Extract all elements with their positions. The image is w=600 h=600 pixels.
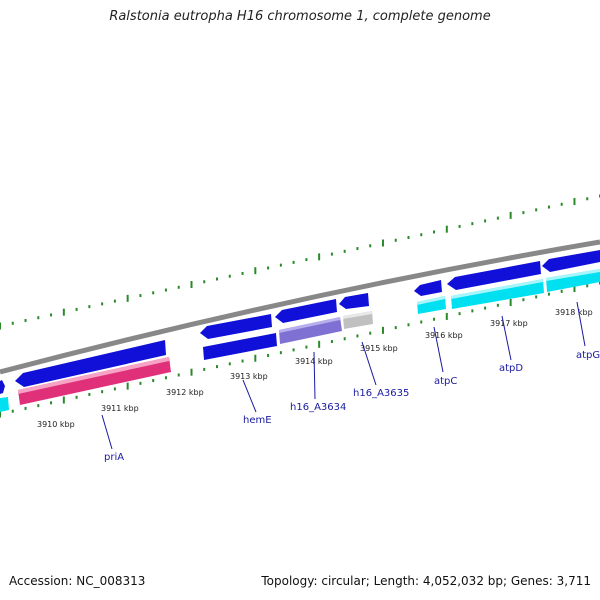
cds-arrow[interactable] bbox=[339, 293, 369, 309]
gene-leader-lines bbox=[101, 301, 586, 450]
gene-label-h16-a3634[interactable]: h16_A3634 bbox=[290, 402, 346, 413]
tick-label: 3913 kbp bbox=[230, 372, 268, 381]
feature-block[interactable] bbox=[417, 296, 445, 305]
tick-label: 3910 kbp bbox=[37, 420, 75, 429]
cds-arrow[interactable] bbox=[0, 380, 5, 394]
tick-label: 3911 kbp bbox=[101, 404, 139, 413]
feature-block[interactable] bbox=[203, 333, 277, 360]
chromosome-backbone bbox=[0, 239, 600, 375]
cds-arrow[interactable] bbox=[447, 261, 541, 290]
map-title: Ralstonia eutropha H16 chromosome 1, com… bbox=[109, 9, 491, 24]
gene-label-heme[interactable]: hemE bbox=[243, 415, 272, 426]
tick-label: 3915 kbp bbox=[360, 344, 398, 353]
gene-label-atpc[interactable]: atpC bbox=[434, 376, 457, 387]
gene-label-pria[interactable]: priA bbox=[104, 452, 124, 463]
cds-arrow[interactable] bbox=[15, 340, 166, 387]
gene-label-h16-a3635[interactable]: h16_A3635 bbox=[353, 388, 409, 399]
cds-arrow[interactable] bbox=[414, 280, 442, 296]
tick-label: 3918 kbp bbox=[555, 308, 593, 317]
tick-label: 3917 kbp bbox=[490, 319, 528, 328]
feature-block[interactable] bbox=[343, 311, 372, 319]
accession-text: Accession: NC_008313 bbox=[9, 574, 146, 588]
outer-tick-row bbox=[0, 194, 600, 330]
feature-block[interactable] bbox=[18, 357, 171, 405]
feature-block[interactable] bbox=[451, 279, 543, 299]
feature-block[interactable] bbox=[279, 317, 340, 333]
gene-label-atpg[interactable]: atpG bbox=[576, 350, 600, 361]
gene-label-atpd[interactable]: atpD bbox=[499, 363, 523, 374]
gene-labels: priA hemE h16_A3634 h16_A3635 atpC atpD … bbox=[104, 350, 600, 463]
second-strand-features bbox=[0, 269, 600, 412]
cds-arrow[interactable] bbox=[200, 314, 272, 339]
forward-strand-features bbox=[0, 250, 600, 394]
cds-arrow[interactable] bbox=[275, 299, 337, 323]
cds-arrow[interactable] bbox=[542, 250, 600, 272]
feature-block[interactable] bbox=[18, 357, 169, 394]
feature-block[interactable] bbox=[0, 397, 9, 412]
genome-summary-text: Topology: circular; Length: 4,052,032 bp… bbox=[261, 574, 591, 588]
tick-label: 3916 kbp bbox=[425, 331, 463, 340]
tick-label: 3912 kbp bbox=[166, 388, 204, 397]
feature-block[interactable] bbox=[451, 279, 544, 309]
inner-tick-row bbox=[0, 281, 600, 418]
feature-block[interactable] bbox=[546, 269, 600, 281]
feature-block[interactable] bbox=[279, 317, 342, 344]
feature-block[interactable] bbox=[546, 269, 600, 292]
